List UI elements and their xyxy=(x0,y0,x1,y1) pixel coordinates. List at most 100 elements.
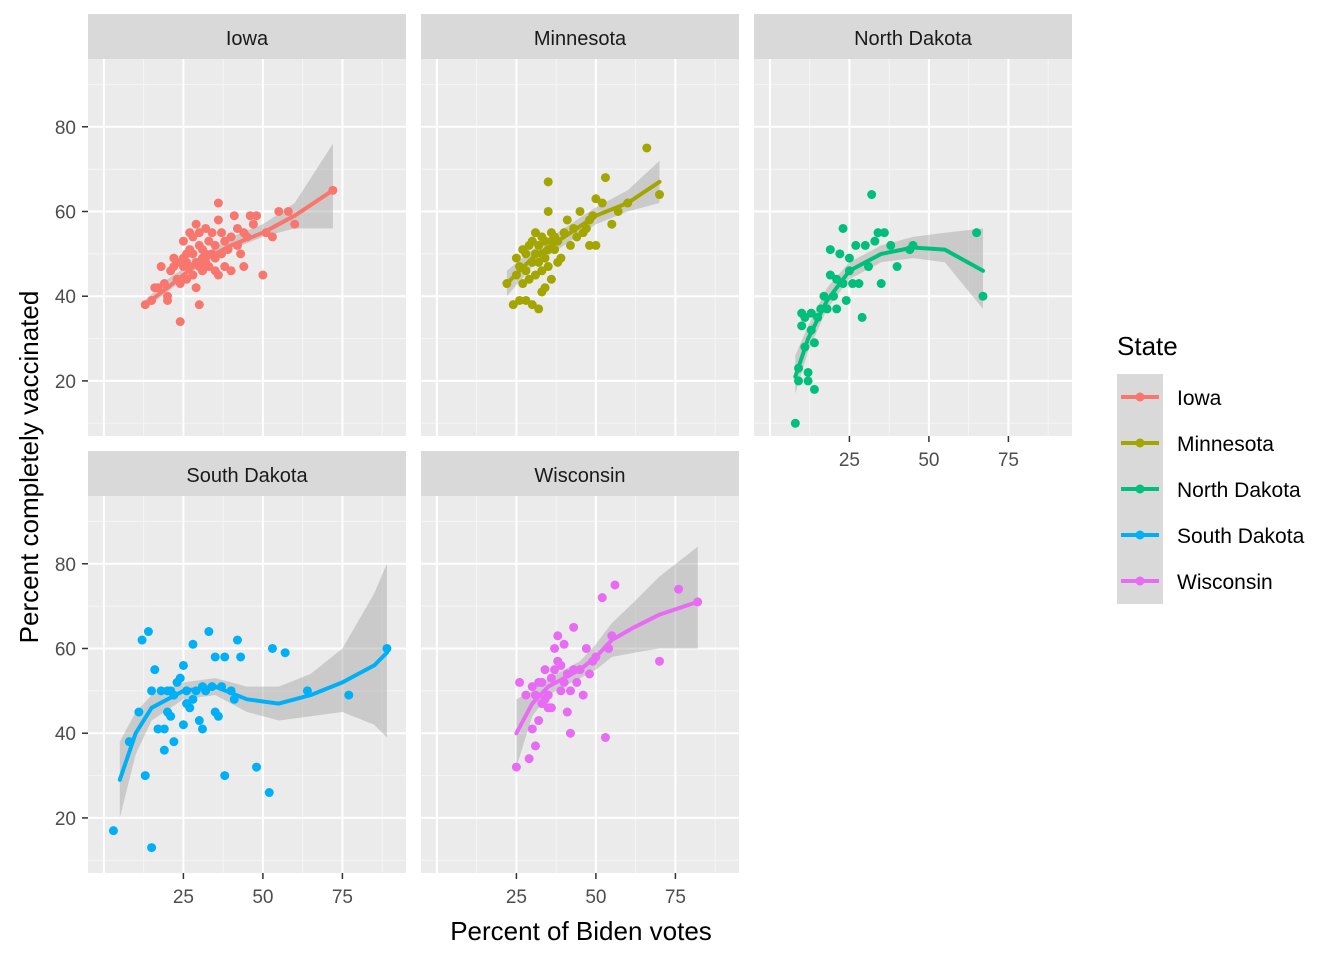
data-point-south-dakota xyxy=(108,826,118,836)
data-point-minnesota xyxy=(537,266,547,276)
data-point-wisconsin xyxy=(546,703,556,713)
data-point-south-dakota xyxy=(210,652,220,662)
y-tick-label: 60 xyxy=(55,202,76,223)
data-point-wisconsin xyxy=(511,762,521,772)
data-point-south-dakota xyxy=(169,737,179,747)
data-point-south-dakota xyxy=(159,745,169,755)
data-point-minnesota xyxy=(556,253,566,263)
strip-south-dakota xyxy=(88,451,406,496)
legend-key-point xyxy=(1135,438,1145,448)
data-point-minnesota xyxy=(581,223,591,233)
data-point-north-dakota xyxy=(797,321,807,331)
data-point-wisconsin xyxy=(534,716,544,726)
data-point-south-dakota xyxy=(166,711,176,721)
data-point-wisconsin xyxy=(550,665,560,675)
data-point-south-dakota xyxy=(204,627,214,637)
data-point-wisconsin xyxy=(569,622,579,632)
data-point-iowa xyxy=(188,232,198,242)
data-point-south-dakota xyxy=(185,703,195,713)
data-point-iowa xyxy=(207,228,217,238)
x-tick-label: 50 xyxy=(585,887,606,908)
legend-label-wisconsin: Wisconsin xyxy=(1177,571,1273,594)
data-point-south-dakota xyxy=(264,788,274,798)
y-axis-title: Percent completely vaccinated xyxy=(14,291,44,644)
data-point-minnesota xyxy=(600,173,610,183)
data-point-minnesota xyxy=(607,219,617,229)
data-point-north-dakota xyxy=(879,228,889,238)
data-point-minnesota xyxy=(591,240,601,250)
data-point-north-dakota xyxy=(825,245,835,255)
panel-wisconsin: Wisconsin 25 50 75 xyxy=(421,451,739,908)
data-point-iowa xyxy=(159,279,169,289)
data-point-north-dakota xyxy=(876,279,886,289)
panel-north-dakota: North Dakota 25 50 75 xyxy=(754,14,1072,471)
data-point-south-dakota xyxy=(188,694,198,704)
data-point-south-dakota xyxy=(156,686,166,696)
data-point-minnesota xyxy=(655,190,664,200)
legend-item-wisconsin: Wisconsin xyxy=(1117,558,1273,604)
data-point-iowa xyxy=(248,219,258,229)
data-point-wisconsin xyxy=(527,724,537,734)
data-point-wisconsin xyxy=(550,643,560,653)
x-tick-label: 50 xyxy=(252,887,273,908)
y-tick-label: 80 xyxy=(55,118,76,139)
legend-item-minnesota: Minnesota xyxy=(1117,420,1274,466)
strip-label-north-dakota: North Dakota xyxy=(854,28,973,50)
smooth-line-minnesota xyxy=(504,179,662,286)
data-point-minnesota xyxy=(527,236,537,246)
data-point-north-dakota xyxy=(790,418,800,428)
data-point-north-dakota xyxy=(809,338,819,348)
data-point-minnesota xyxy=(508,300,518,310)
data-point-minnesota xyxy=(530,228,540,238)
data-point-iowa xyxy=(283,206,293,216)
data-point-iowa xyxy=(182,274,192,284)
strip-label-south-dakota: South Dakota xyxy=(186,465,308,487)
panel-iowa: Iowa 20 40 60 80 xyxy=(55,14,406,436)
legend-key-point xyxy=(1135,392,1145,402)
data-point-wisconsin xyxy=(556,660,566,670)
data-point-north-dakota xyxy=(803,367,813,377)
data-point-minnesota xyxy=(550,245,560,255)
data-point-north-dakota xyxy=(835,249,845,259)
data-point-minnesota xyxy=(546,274,556,284)
data-point-south-dakota xyxy=(280,648,290,658)
data-point-minnesota xyxy=(575,206,585,216)
data-point-north-dakota xyxy=(809,384,819,394)
data-point-minnesota xyxy=(527,300,537,310)
data-point-south-dakota xyxy=(220,652,230,662)
data-point-iowa xyxy=(229,211,239,221)
data-point-wisconsin xyxy=(655,656,664,666)
data-point-south-dakota xyxy=(178,660,188,670)
data-point-north-dakota xyxy=(870,236,880,246)
data-point-iowa xyxy=(210,240,220,250)
strip-label-wisconsin: Wisconsin xyxy=(534,465,625,487)
data-point-wisconsin xyxy=(610,580,620,590)
panel-south-dakota: South Dakota 20 40 60 80 25 50 75 xyxy=(55,451,406,908)
data-point-minnesota xyxy=(543,206,553,216)
data-point-south-dakota xyxy=(140,771,150,781)
data-point-wisconsin xyxy=(530,741,540,751)
confidence-band-wisconsin xyxy=(516,546,698,768)
legend-key-point xyxy=(1135,530,1145,540)
data-point-south-dakota xyxy=(150,665,160,675)
data-point-iowa xyxy=(172,257,182,267)
data-point-iowa xyxy=(213,270,223,280)
data-point-south-dakota xyxy=(175,673,185,683)
data-point-south-dakota xyxy=(213,711,223,721)
strip-label-minnesota: Minnesota xyxy=(534,28,627,50)
data-point-wisconsin xyxy=(572,677,582,687)
data-point-iowa xyxy=(236,249,246,259)
data-point-minnesota xyxy=(543,177,553,187)
data-point-north-dakota xyxy=(863,262,873,272)
data-point-wisconsin xyxy=(578,690,588,700)
data-point-north-dakota xyxy=(841,295,851,305)
plot-background-iowa xyxy=(88,59,406,436)
legend-item-iowa: Iowa xyxy=(1117,374,1222,420)
data-point-iowa xyxy=(204,236,214,246)
data-point-minnesota xyxy=(642,143,652,153)
strip-wisconsin xyxy=(421,451,739,496)
y-tick-label: 80 xyxy=(55,555,76,576)
data-point-iowa xyxy=(191,219,201,229)
data-point-iowa xyxy=(178,236,188,246)
data-point-south-dakota xyxy=(134,707,144,717)
